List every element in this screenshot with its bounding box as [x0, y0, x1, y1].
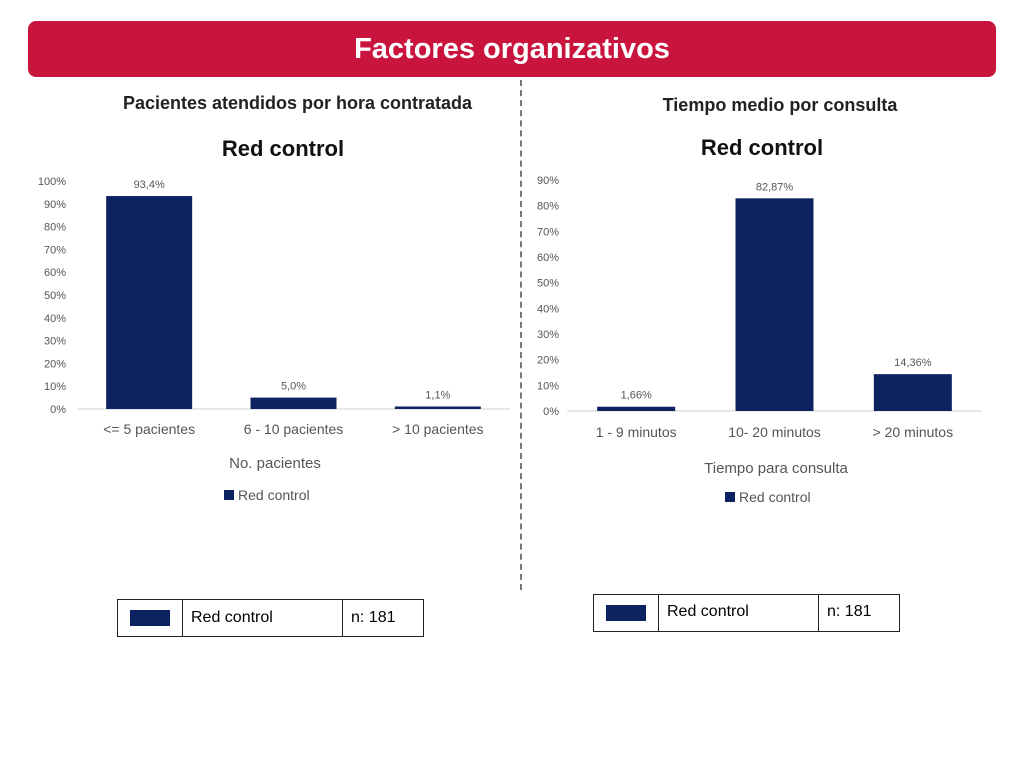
bar: [250, 397, 337, 409]
y-tick-label: 40%: [44, 313, 66, 325]
x-tick-label: 1 - 9 minutos: [596, 424, 677, 440]
page-title: Factores organizativos: [354, 32, 670, 65]
y-tick-label: 20%: [537, 355, 559, 367]
legend-label: Red control: [238, 487, 310, 503]
legend-table-label: Red control: [182, 599, 343, 637]
data-label: 82,87%: [756, 181, 794, 193]
chart-title: Red control: [701, 135, 823, 160]
y-tick-label: 60%: [537, 252, 559, 264]
y-tick-label: 50%: [537, 278, 559, 290]
bar: [735, 198, 814, 411]
x-tick-label: 10- 20 minutos: [728, 424, 821, 440]
data-label: 93,4%: [134, 179, 165, 191]
y-tick-label: 40%: [537, 303, 559, 315]
chart-title: Red control: [222, 136, 344, 161]
legend-swatch: [224, 490, 234, 500]
bar: [873, 374, 952, 411]
legend-table-label: Red control: [658, 594, 819, 632]
x-tick-label: > 10 pacientes: [392, 421, 483, 437]
data-label: 1,66%: [621, 390, 652, 402]
legend-table-n: n: 181: [818, 594, 900, 632]
x-axis-title: No. pacientes: [229, 455, 321, 472]
data-label: 14,36%: [894, 357, 932, 369]
y-tick-label: 10%: [537, 380, 559, 392]
title-bar: Factores organizativos: [28, 21, 996, 77]
left-panel-heading: Pacientes atendidos por hora contratada: [122, 93, 473, 113]
y-tick-label: 80%: [537, 201, 559, 213]
x-tick-label: > 20 minutos: [873, 424, 954, 440]
data-label: 1,1%: [425, 389, 450, 401]
y-tick-label: 10%: [44, 381, 66, 393]
y-tick-label: 100%: [38, 176, 66, 188]
y-tick-label: 30%: [537, 329, 559, 341]
x-tick-label: 6 - 10 pacientes: [244, 421, 344, 437]
bar: [597, 406, 676, 411]
y-tick-label: 90%: [44, 199, 66, 211]
y-tick-label: 70%: [44, 244, 66, 256]
y-tick-label: 0%: [543, 406, 559, 418]
x-tick-label: <= 5 pacientes: [103, 421, 195, 437]
y-tick-label: 80%: [44, 222, 66, 234]
y-tick-label: 50%: [44, 290, 66, 302]
y-tick-label: 30%: [44, 336, 66, 348]
data-label: 5,0%: [281, 381, 306, 393]
y-tick-label: 70%: [537, 226, 559, 238]
legend-swatch: [725, 492, 735, 502]
right-panel-heading: Tiempo medio por consulta: [662, 95, 898, 115]
left-legend-table: Red control n: 181: [117, 599, 424, 637]
y-tick-label: 60%: [44, 267, 66, 279]
bar: [106, 196, 193, 409]
legend-table-n: n: 181: [342, 599, 424, 637]
legend-label: Red control: [739, 489, 811, 505]
y-tick-label: 20%: [44, 358, 66, 370]
bar: [394, 406, 481, 409]
legend-swatch: [606, 604, 646, 621]
y-tick-label: 0%: [50, 404, 66, 416]
y-tick-label: 90%: [537, 175, 559, 187]
legend-swatch: [130, 609, 170, 626]
x-axis-title: Tiempo para consulta: [704, 460, 848, 477]
right-legend-table: Red control n: 181: [593, 594, 900, 632]
panel-divider: [520, 80, 522, 590]
